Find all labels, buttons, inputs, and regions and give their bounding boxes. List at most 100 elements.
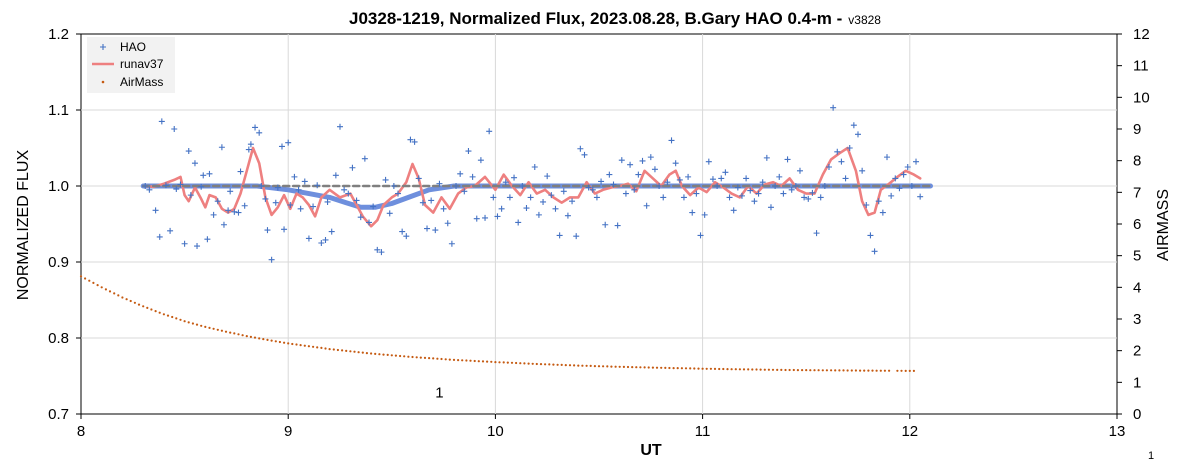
airmass-point bbox=[809, 369, 812, 372]
airmass-point bbox=[220, 329, 223, 332]
hao-point bbox=[602, 221, 609, 228]
hao-point bbox=[285, 139, 292, 146]
airmass-point bbox=[830, 369, 833, 372]
airmass-point bbox=[233, 332, 236, 335]
hao-point bbox=[743, 175, 750, 182]
airmass-point bbox=[365, 352, 368, 355]
hao-point bbox=[651, 166, 658, 173]
hao-point bbox=[235, 209, 242, 216]
hao-point bbox=[341, 186, 348, 193]
airmass-point bbox=[237, 333, 240, 336]
series-layer bbox=[79, 104, 933, 372]
y-tick-label: 0.9 bbox=[48, 254, 69, 271]
hao-point bbox=[664, 179, 671, 186]
hao-point bbox=[187, 192, 194, 199]
airmass-point bbox=[813, 369, 816, 372]
legend-marker-plus bbox=[100, 44, 106, 50]
hao-point bbox=[535, 211, 542, 218]
hao-point bbox=[461, 188, 468, 195]
airmass-point bbox=[158, 311, 161, 314]
hao-point bbox=[310, 203, 317, 210]
airmass-point bbox=[801, 369, 804, 372]
airmass-point bbox=[502, 361, 505, 364]
hao-point bbox=[191, 160, 198, 167]
hao-point bbox=[281, 226, 288, 233]
airmass-point bbox=[747, 368, 750, 371]
airmass-point bbox=[755, 368, 758, 371]
hao-point bbox=[204, 236, 211, 243]
airmass-point bbox=[374, 352, 377, 355]
airmass-point bbox=[316, 346, 319, 349]
hao-point bbox=[440, 205, 447, 212]
airmass-point bbox=[523, 362, 526, 365]
airmass-point bbox=[258, 337, 261, 340]
airmass-point bbox=[382, 353, 385, 356]
hao-point bbox=[610, 181, 617, 188]
hao-point bbox=[859, 167, 866, 174]
hao-point bbox=[256, 129, 263, 136]
airmass-point bbox=[515, 361, 518, 365]
hao-point bbox=[167, 227, 174, 234]
airmass-point bbox=[448, 358, 451, 361]
airmass-point bbox=[722, 367, 725, 371]
hao-point bbox=[755, 190, 762, 197]
hao-point bbox=[855, 131, 861, 138]
airmass-point bbox=[610, 365, 613, 368]
airmass-point bbox=[863, 369, 866, 372]
airmass-point bbox=[668, 366, 671, 370]
airmass-point bbox=[212, 327, 215, 330]
hao-point bbox=[701, 211, 708, 218]
airmass-point bbox=[635, 366, 638, 369]
airmass-point bbox=[332, 348, 335, 351]
airmass-point bbox=[278, 340, 281, 344]
airmass-point bbox=[713, 367, 717, 370]
airmass-point bbox=[473, 359, 476, 363]
airmass-point bbox=[187, 321, 190, 324]
hao-point bbox=[813, 230, 820, 237]
hao-point bbox=[726, 194, 733, 201]
hao-point bbox=[477, 157, 484, 164]
airmass-point bbox=[730, 368, 733, 371]
airmass-point bbox=[428, 357, 431, 360]
airmass-point bbox=[622, 365, 626, 368]
airmass-point bbox=[788, 368, 791, 372]
hao-point bbox=[370, 203, 377, 210]
hao-point bbox=[689, 209, 696, 216]
hao-point bbox=[821, 183, 828, 189]
hao-point bbox=[411, 138, 418, 145]
airmass-point bbox=[299, 344, 302, 347]
y2-tick-label: 5 bbox=[1133, 248, 1141, 265]
airmass-point bbox=[328, 348, 331, 351]
hao-point bbox=[606, 171, 613, 178]
hao-point bbox=[875, 198, 882, 205]
hao-point bbox=[502, 179, 509, 186]
y2-tick-label: 3 bbox=[1133, 311, 1141, 328]
hao-point bbox=[763, 154, 770, 161]
airmass-point bbox=[419, 356, 422, 359]
airmass-point bbox=[436, 357, 439, 360]
airmass-point bbox=[796, 369, 800, 372]
airmass-point bbox=[643, 366, 646, 369]
airmass-point bbox=[171, 315, 174, 319]
hao-point bbox=[680, 194, 687, 201]
airmass-point bbox=[544, 363, 547, 366]
airmass-point bbox=[693, 367, 696, 370]
airmass-point bbox=[303, 344, 306, 347]
airmass-point bbox=[92, 281, 95, 284]
airmass-point bbox=[626, 365, 630, 369]
airmass-point bbox=[631, 366, 634, 369]
legend-marker-dot bbox=[101, 80, 105, 84]
airmass-point bbox=[680, 367, 684, 370]
airmass-point bbox=[552, 363, 555, 366]
hao-point bbox=[792, 183, 799, 189]
airmass-point bbox=[452, 358, 456, 361]
airmass-point bbox=[486, 360, 489, 363]
hao-point bbox=[635, 171, 642, 178]
hao-point bbox=[457, 170, 464, 177]
airmass-point bbox=[204, 325, 207, 328]
hao-point bbox=[152, 207, 159, 214]
airmass-point bbox=[689, 367, 692, 370]
hao-point bbox=[767, 204, 774, 211]
airmass-point bbox=[461, 359, 464, 362]
hao-point bbox=[796, 167, 803, 174]
